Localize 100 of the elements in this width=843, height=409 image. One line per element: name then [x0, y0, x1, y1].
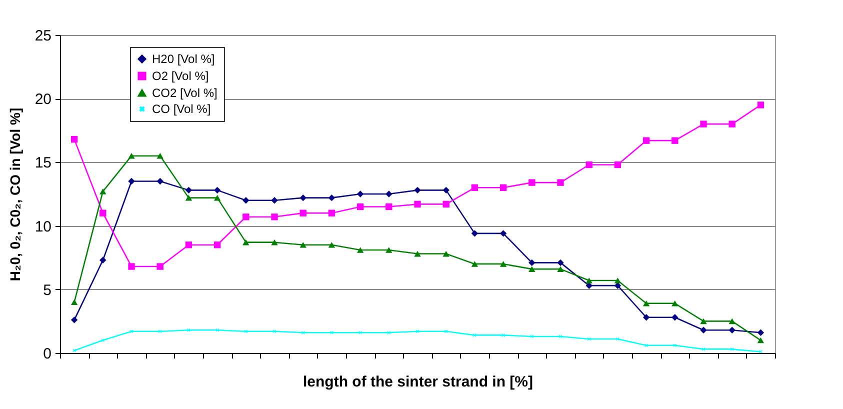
- point: [700, 326, 707, 334]
- point: [301, 330, 305, 334]
- point: [300, 242, 306, 248]
- point: [414, 200, 421, 208]
- point: [356, 190, 364, 198]
- legend-label: H20 [Vol %]: [152, 52, 215, 66]
- point: [557, 259, 564, 266]
- point: [700, 318, 707, 324]
- point: [528, 266, 536, 272]
- point: [358, 330, 362, 334]
- point: [728, 318, 736, 324]
- line-series: [72, 328, 762, 354]
- point: [386, 190, 392, 198]
- point: [500, 261, 507, 267]
- point: [614, 161, 622, 168]
- point: [156, 178, 164, 185]
- point: [442, 250, 450, 257]
- point: [728, 120, 736, 128]
- point: [757, 102, 764, 108]
- point: [70, 299, 78, 306]
- point: [471, 184, 478, 191]
- point: [272, 330, 276, 334]
- point: [471, 261, 478, 267]
- y-axis-title: H₂0, 0₂, C0₂, CO in [Vol %]: [6, 108, 23, 282]
- point: [614, 282, 622, 289]
- point: [101, 338, 105, 342]
- point: [214, 186, 221, 194]
- point: [356, 247, 364, 253]
- point: [271, 214, 278, 220]
- point: [614, 278, 622, 284]
- point: [730, 348, 734, 351]
- point: [528, 259, 536, 266]
- point: [586, 161, 592, 168]
- point: [416, 330, 420, 334]
- point: [185, 186, 192, 194]
- point: [757, 329, 764, 336]
- point: [214, 194, 221, 201]
- point: [271, 239, 278, 246]
- point: [242, 197, 250, 204]
- x-axis-title: length of the sinter strand in [%]: [302, 374, 534, 390]
- point: [644, 344, 648, 348]
- point: [558, 334, 562, 338]
- legend-label: CO2 [Vol %]: [152, 86, 218, 100]
- point: [156, 263, 164, 270]
- point: [672, 137, 678, 144]
- point: [500, 230, 507, 237]
- point: [100, 188, 106, 194]
- point: [557, 266, 564, 272]
- point: [642, 300, 650, 306]
- y-tick-label: 20: [34, 91, 52, 108]
- point: [216, 328, 219, 332]
- point: [386, 203, 392, 210]
- point: [586, 278, 592, 284]
- point: [242, 214, 250, 220]
- point: [702, 348, 706, 351]
- point: [528, 179, 536, 186]
- point: [244, 330, 248, 334]
- point: [328, 194, 336, 202]
- point: [328, 210, 336, 216]
- point: [414, 250, 421, 257]
- point: [128, 152, 135, 159]
- point: [330, 330, 334, 334]
- point: [386, 247, 392, 253]
- point: [158, 330, 162, 334]
- point: [672, 314, 678, 321]
- point: [185, 242, 192, 248]
- point: [300, 210, 306, 216]
- point: [642, 314, 650, 321]
- point: [444, 330, 448, 334]
- point: [473, 334, 476, 337]
- point: [442, 200, 450, 208]
- point: [728, 326, 736, 334]
- point: [242, 239, 250, 246]
- point: [156, 152, 164, 159]
- point: [587, 337, 591, 341]
- legend-label: O2 [Vol %]: [152, 69, 209, 83]
- point: [271, 197, 278, 204]
- y-tick-label: 10: [34, 218, 52, 236]
- point: [471, 230, 478, 237]
- point: [557, 179, 564, 186]
- point: [72, 348, 76, 352]
- point: [70, 316, 78, 324]
- point: [502, 334, 505, 337]
- point: [130, 330, 134, 334]
- point: [387, 330, 391, 334]
- y-tick-label: 25: [34, 28, 52, 44]
- point: [616, 337, 620, 341]
- point: [214, 242, 221, 248]
- point: [187, 328, 190, 332]
- y-tick-label: 5: [43, 282, 52, 299]
- point: [673, 344, 677, 348]
- point: [356, 203, 364, 210]
- point: [100, 256, 106, 264]
- point: [642, 137, 650, 144]
- point: [759, 350, 762, 354]
- point: [414, 186, 421, 194]
- point: [100, 210, 106, 216]
- point: [672, 300, 678, 306]
- y-tick-label: 15: [34, 154, 52, 172]
- point: [700, 120, 707, 128]
